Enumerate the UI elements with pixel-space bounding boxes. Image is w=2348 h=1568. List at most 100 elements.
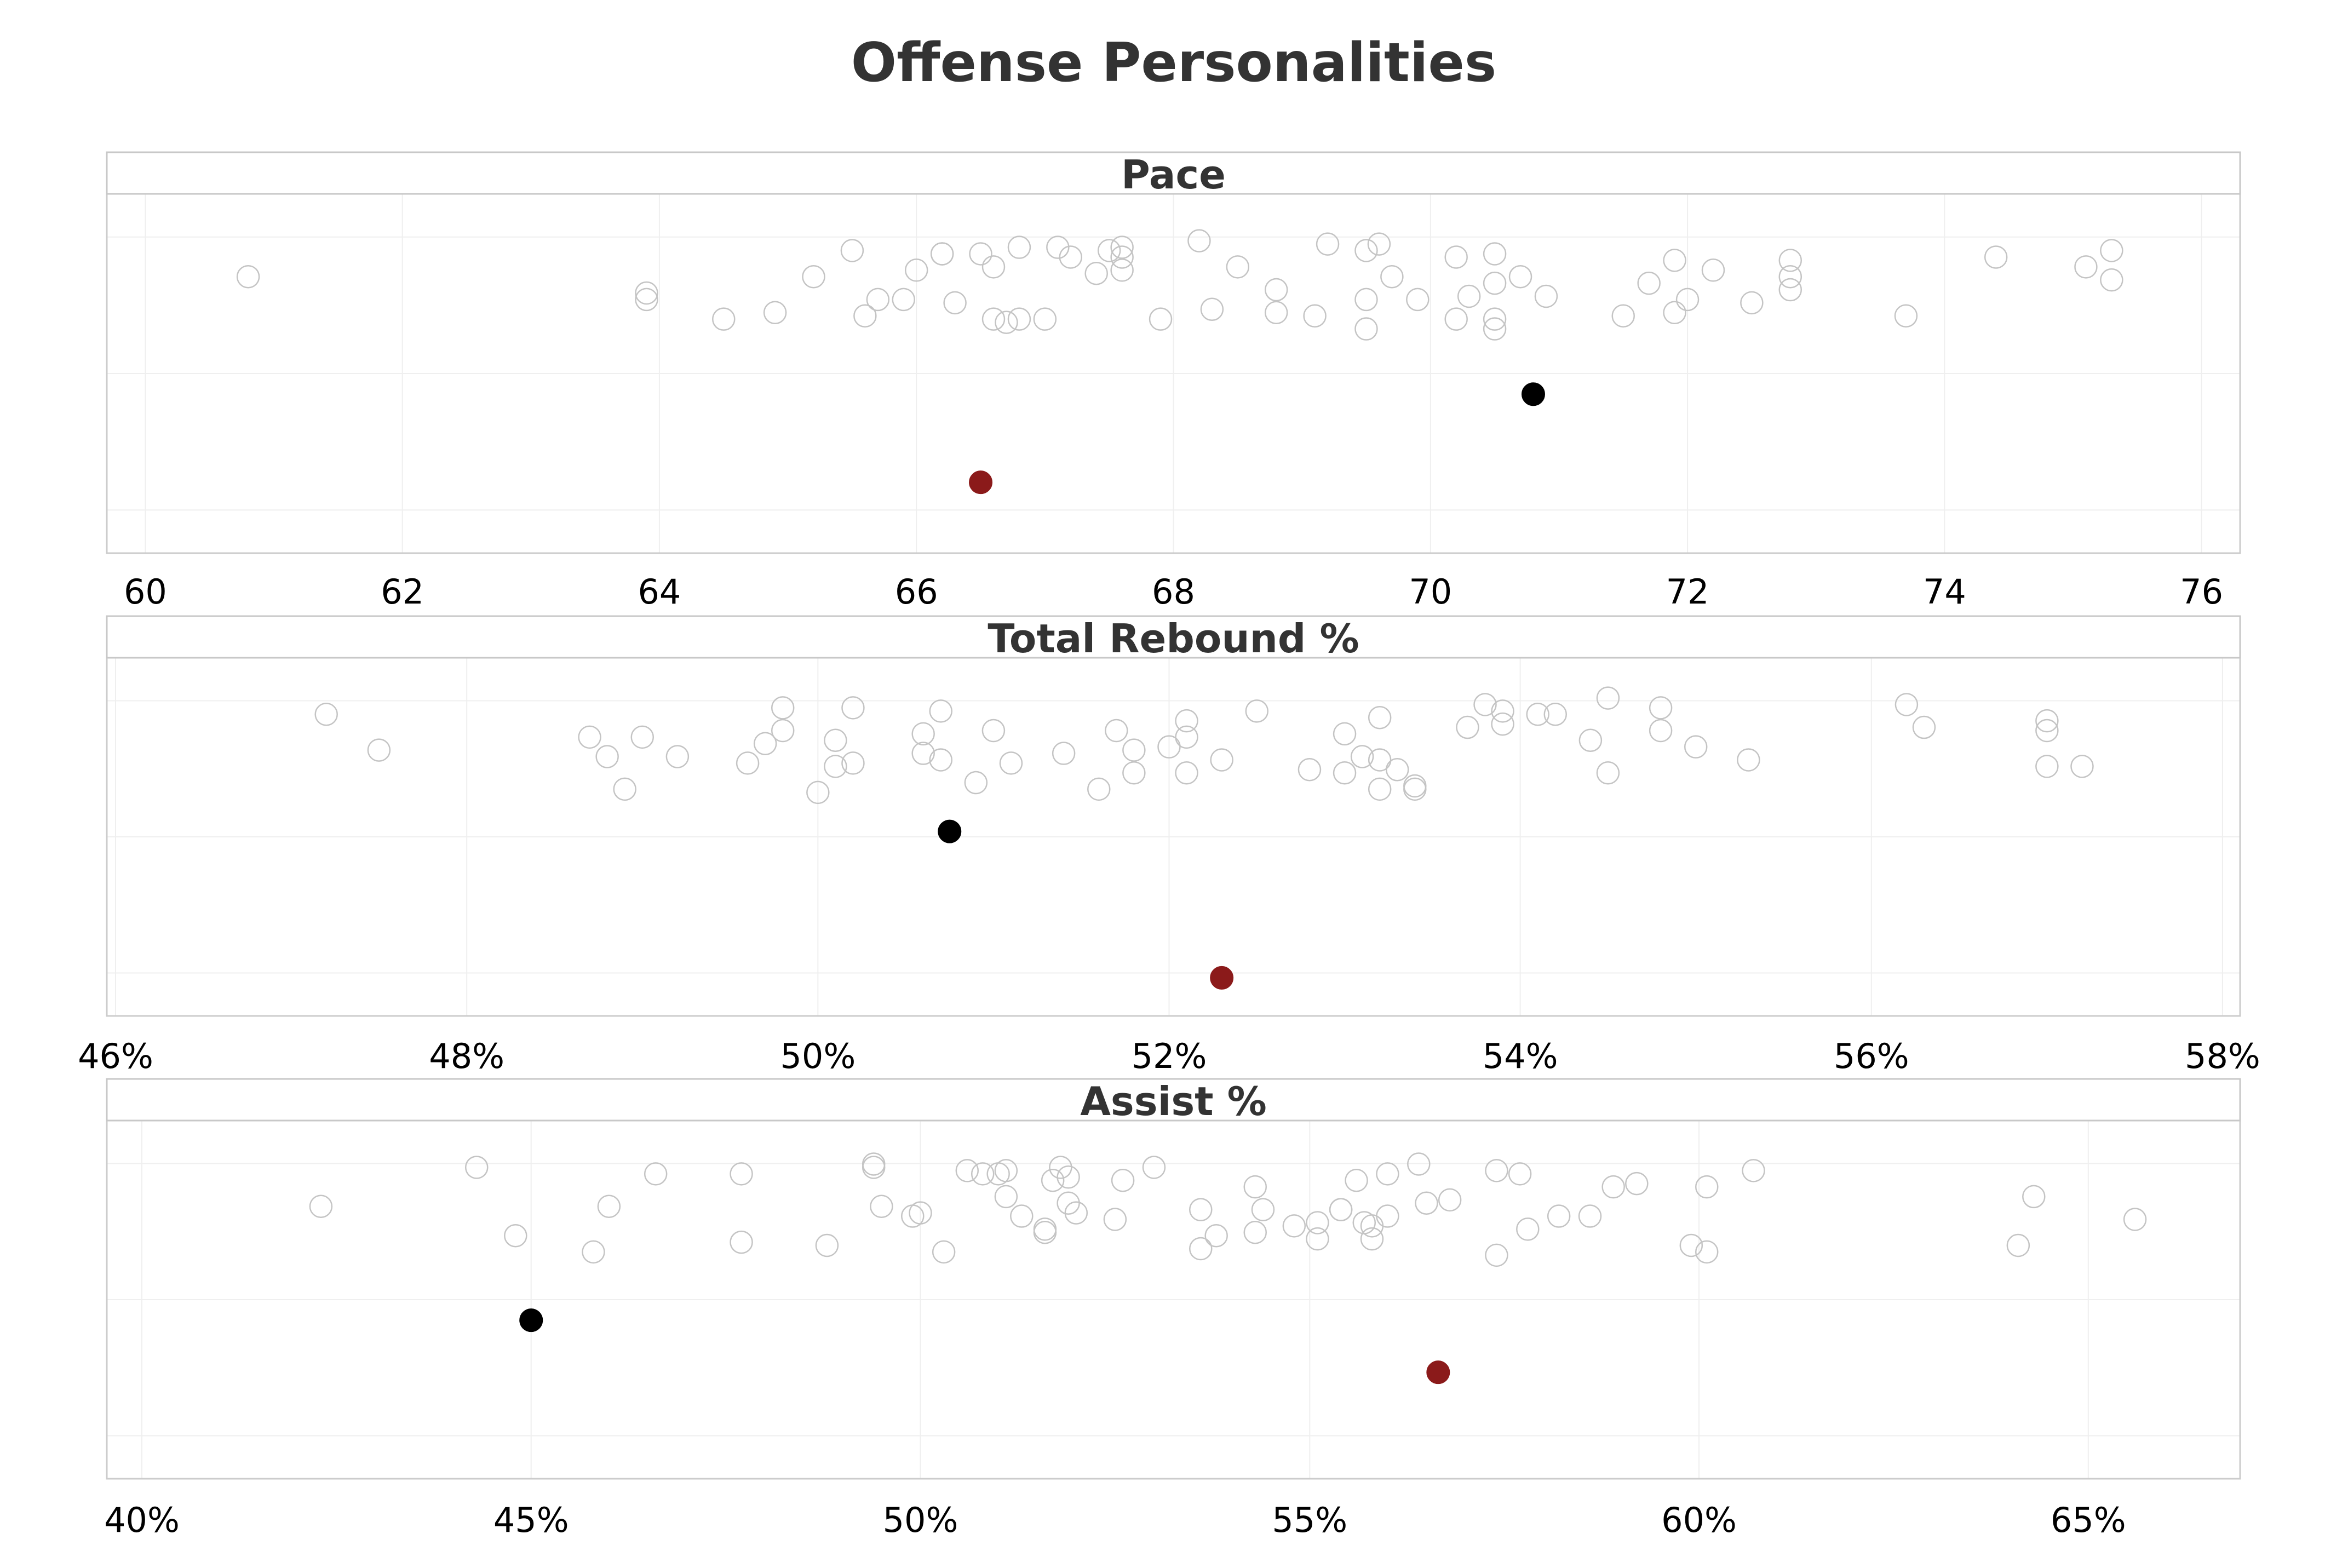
data-point-other bbox=[1354, 317, 1378, 341]
x-tick-label: 55% bbox=[1272, 1500, 1347, 1540]
data-point-other bbox=[1485, 1243, 1508, 1267]
data-point-other bbox=[932, 1240, 956, 1264]
data-point-other bbox=[1105, 719, 1128, 743]
data-point-other bbox=[911, 742, 935, 765]
data-point-other bbox=[1701, 259, 1725, 282]
data-point-other bbox=[1483, 271, 1507, 295]
data-point-other bbox=[1912, 715, 1936, 739]
data-point-other bbox=[1204, 1224, 1228, 1248]
data-point-other bbox=[1737, 748, 1760, 772]
data-point-other bbox=[1508, 1162, 1532, 1186]
chart-title: Offense Personalities bbox=[851, 32, 1496, 94]
data-point-other bbox=[841, 751, 865, 775]
x-tick-label: 68 bbox=[1152, 572, 1195, 612]
data-point-other bbox=[504, 1224, 527, 1248]
data-point-other bbox=[1345, 1168, 1368, 1192]
data-point-other bbox=[1087, 777, 1111, 801]
data-point-other bbox=[971, 1162, 995, 1186]
data-point-other bbox=[1596, 761, 1620, 785]
data-point-other bbox=[1110, 259, 1134, 282]
data-point-other bbox=[1200, 297, 1224, 321]
data-point-other bbox=[1059, 245, 1083, 269]
series-highlight-primary bbox=[1521, 382, 1545, 406]
data-point-other bbox=[904, 259, 928, 282]
data-point-other bbox=[1333, 722, 1357, 746]
data-point-other bbox=[1187, 229, 1211, 252]
series-other bbox=[314, 686, 2094, 805]
data-point-other bbox=[815, 1233, 839, 1257]
facet-strip-label: Pace bbox=[1121, 152, 1226, 198]
data-point-other bbox=[597, 1194, 621, 1218]
data-point-other bbox=[1189, 1237, 1213, 1261]
data-point-other bbox=[635, 281, 658, 305]
x-tick-label: 46% bbox=[78, 1036, 153, 1076]
data-point-other bbox=[1679, 1233, 1703, 1257]
data-point-other bbox=[1175, 725, 1198, 749]
data-point-other bbox=[2100, 268, 2123, 292]
data-point-other bbox=[763, 301, 787, 325]
x-tick-label: 76 bbox=[2180, 572, 2223, 612]
data-point-other bbox=[2035, 755, 2059, 778]
data-point-other bbox=[1316, 232, 1340, 256]
data-point-other bbox=[736, 751, 760, 775]
data-point-other bbox=[644, 1162, 668, 1186]
data-point-other bbox=[464, 1156, 489, 1179]
data-point-other bbox=[1057, 1165, 1080, 1189]
data-point-other bbox=[1354, 239, 1378, 262]
data-point-other bbox=[1210, 748, 1233, 772]
x-tick-label: 74 bbox=[1923, 572, 1966, 612]
data-point-other bbox=[1282, 1214, 1306, 1238]
data-point-other bbox=[1122, 761, 1146, 785]
series-highlight-primary bbox=[938, 819, 962, 843]
x-tick-label: 60 bbox=[124, 572, 167, 612]
data-point-other bbox=[730, 1162, 753, 1186]
data-point-other bbox=[314, 703, 338, 726]
data-point-other bbox=[1526, 703, 1549, 726]
series-other bbox=[236, 229, 2123, 341]
data-point-other bbox=[1049, 1156, 1072, 1179]
data-point-other bbox=[981, 307, 1006, 331]
data-point-other bbox=[1111, 1168, 1135, 1192]
data-point-other bbox=[1251, 1198, 1275, 1221]
data-point-other bbox=[1473, 693, 1497, 716]
data-point-other bbox=[929, 748, 952, 772]
data-point-other bbox=[2070, 755, 2094, 778]
data-point-other bbox=[236, 265, 260, 289]
data-point-other bbox=[1007, 307, 1031, 331]
data-point-other bbox=[1663, 301, 1686, 325]
facet-panel-3: Assist % 40% 45% 50% 55% 60% 65% bbox=[104, 1078, 2241, 1540]
data-point-other bbox=[1010, 1204, 1034, 1228]
facet-strip bbox=[106, 151, 2241, 195]
data-point-other bbox=[1041, 1168, 1065, 1192]
facet-panel-2: Total Rebound % 46% 48% 50% 52% 54% 56% 58% bbox=[78, 615, 2260, 1076]
data-point-other bbox=[1438, 1188, 1462, 1212]
data-point-other bbox=[1625, 1171, 1649, 1196]
data-point-other bbox=[1157, 735, 1181, 759]
data-point-other bbox=[1483, 242, 1507, 266]
facet-strip-label: Assist % bbox=[1080, 1078, 1267, 1124]
series-highlight-secondary bbox=[1210, 966, 1234, 990]
data-point-other bbox=[1403, 777, 1427, 801]
data-point-other bbox=[1007, 236, 1031, 259]
data-point-other bbox=[981, 255, 1006, 279]
data-point-other bbox=[1483, 307, 1507, 331]
data-point-other bbox=[1226, 255, 1250, 279]
data-point-other bbox=[1444, 307, 1468, 331]
data-point-other bbox=[824, 755, 847, 778]
data-point-other bbox=[1243, 1221, 1267, 1244]
data-point-other bbox=[1491, 712, 1514, 736]
data-point-other bbox=[1385, 758, 1409, 782]
data-point-other bbox=[1778, 265, 1802, 289]
data-point-other bbox=[613, 777, 636, 801]
data-point-other bbox=[1675, 288, 1700, 312]
x-tick-label: 60% bbox=[1661, 1500, 1737, 1540]
x-tick-label: 58% bbox=[2185, 1036, 2260, 1076]
facet-panel-1: Pace 60 62 64 66 68 70 72 74 76 bbox=[106, 151, 2241, 612]
x-tick-label: 65% bbox=[2051, 1500, 2126, 1540]
series-highlight-primary bbox=[519, 1308, 543, 1332]
data-point-other bbox=[1444, 245, 1468, 269]
x-tick-label: 40% bbox=[104, 1500, 180, 1540]
data-point-other bbox=[1354, 288, 1378, 312]
